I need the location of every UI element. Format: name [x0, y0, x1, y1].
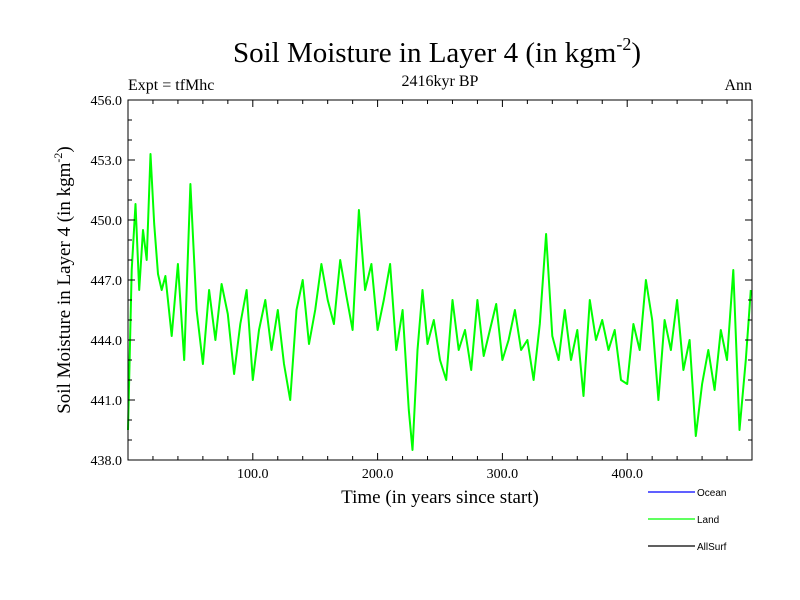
legend-label-land: Land: [697, 515, 719, 526]
chart-title-close: ): [631, 37, 641, 69]
y-tick-label: 450.0: [91, 214, 123, 229]
x-tick-label: 300.0: [487, 467, 519, 482]
y-axis-label-main: Soil Moisture in Layer 4 (in kgm: [54, 162, 75, 413]
y-tick-label: 444.0: [91, 334, 123, 349]
legend: Ocean Land AllSurf: [648, 488, 727, 553]
x-axis-label: Time (in years since start): [341, 487, 539, 508]
y-axis-label-close: ): [54, 146, 75, 152]
series-line-land: [127, 153, 752, 451]
y-axis-label: Soil Moisture in Layer 4 (in kgm-2): [51, 146, 75, 414]
plot-area: 100.0 200.0 300.0 400.0 438.0 441.0 444.0 447.0…: [91, 94, 753, 482]
legend-label-allsurf: AllSurf: [697, 542, 727, 553]
subtitle-center: 2416kyr BP: [402, 73, 479, 90]
chart-title-main: Soil Moisture in Layer 4 (in kgm: [233, 37, 617, 69]
y-axis-label-superscript: -2: [51, 153, 65, 163]
plot-frame: [127, 99, 753, 461]
subtitle-right: Ann: [724, 77, 752, 94]
chart-title: Soil Moisture in Layer 4 (in kgm-2): [233, 34, 641, 69]
chart-title-superscript: -2: [616, 34, 631, 54]
legend-label-ocean: Ocean: [697, 488, 726, 499]
subtitle-left: Expt = tfMhc: [128, 77, 214, 94]
y-tick-label: 447.0: [91, 274, 123, 289]
y-tick-label: 441.0: [91, 394, 123, 409]
y-tick-label: 438.0: [91, 454, 123, 469]
x-tick-label: 400.0: [611, 467, 643, 482]
x-tick-label: 100.0: [237, 467, 269, 482]
y-tick-label: 456.0: [91, 94, 123, 109]
y-tick-label: 453.0: [91, 154, 123, 169]
x-tick-label: 200.0: [362, 467, 394, 482]
